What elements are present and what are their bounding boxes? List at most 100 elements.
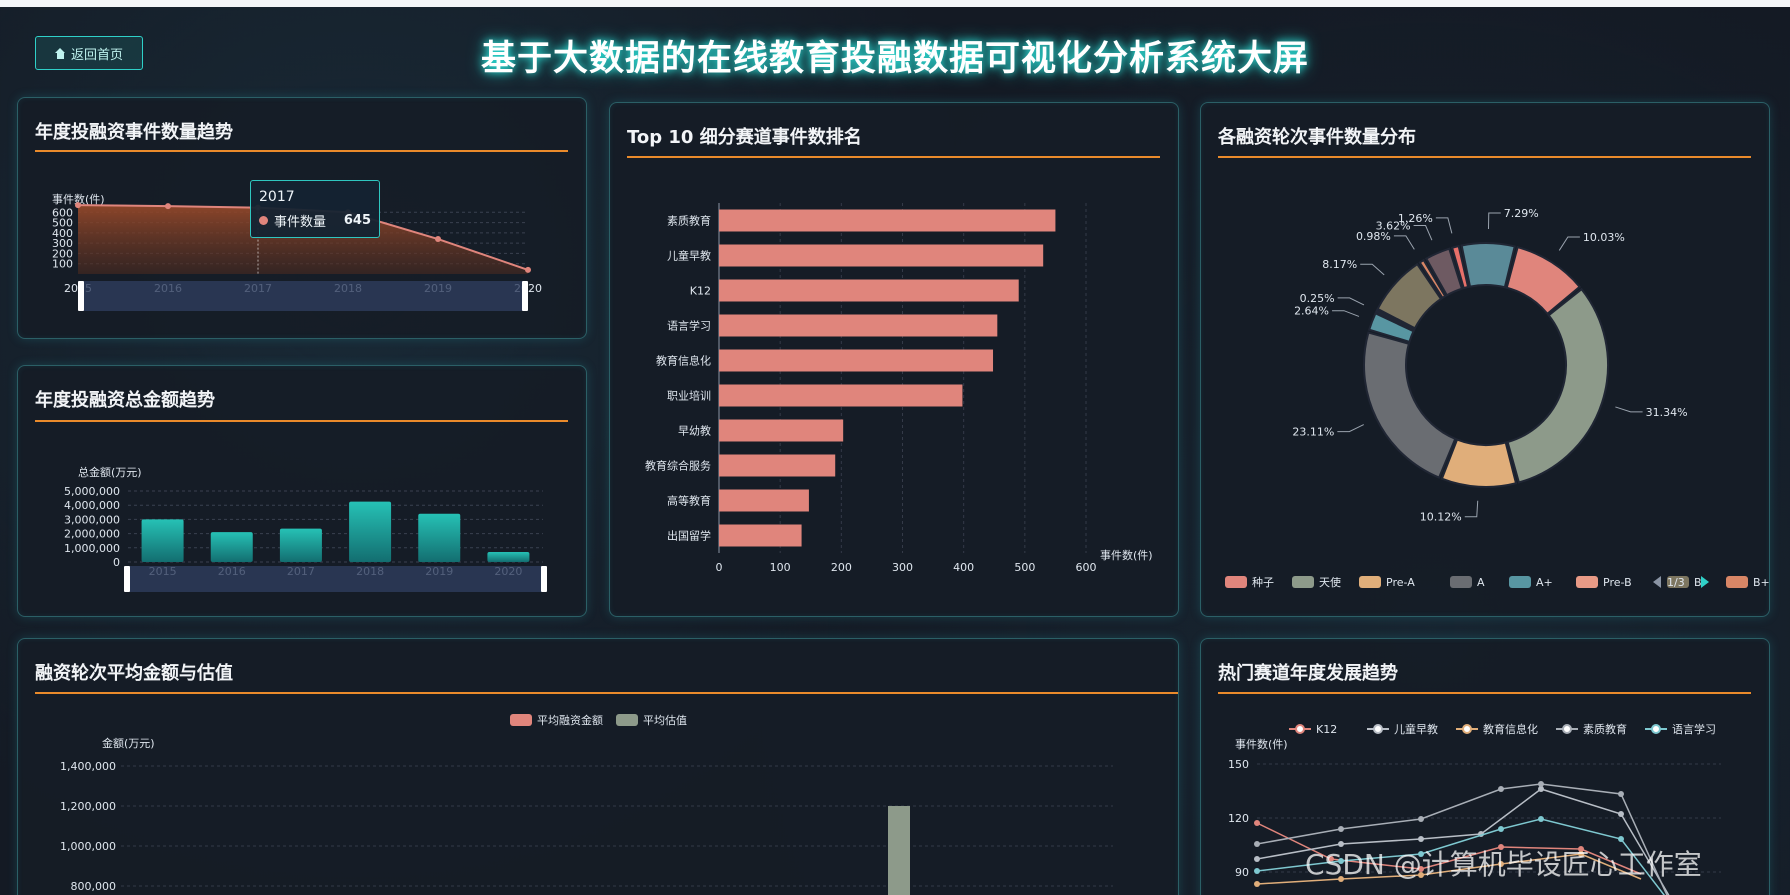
pie-slice — [1460, 242, 1516, 289]
label-leader — [1558, 236, 1580, 251]
pie-slice — [1363, 331, 1457, 479]
legend-label: 平均估值 — [643, 714, 687, 727]
y-tick-label: 300 — [52, 237, 73, 250]
slice-label: 0.25% — [1300, 292, 1335, 305]
data-point — [1418, 836, 1424, 842]
bar — [719, 314, 998, 337]
title-underline — [35, 420, 568, 422]
rounds-donut-chart[interactable]: 10.03% 31.34% 10.12% 23.11% 2.64%0.25% 8.17% 0… — [1201, 103, 1770, 617]
legend-swatch — [1509, 576, 1531, 588]
data-point — [1338, 876, 1344, 882]
legend-label: B — [1694, 576, 1702, 589]
pie-slice — [1440, 438, 1518, 488]
y-tick-label: 3,000,000 — [64, 513, 120, 526]
chart-tooltip: 2017 事件数量 645 — [250, 180, 380, 238]
title-underline — [1218, 156, 1751, 158]
slice-label: 8.17% — [1322, 258, 1357, 271]
bar — [719, 419, 844, 442]
legend-swatch — [1667, 576, 1689, 588]
panel-title: Top 10 细分赛道事件数排名 — [627, 127, 862, 148]
slice-label: 10.03% — [1583, 231, 1625, 244]
data-point — [1254, 881, 1260, 887]
back-home-button[interactable]: 返回首页 — [35, 36, 143, 70]
data-point — [1254, 820, 1260, 826]
events-trend-chart[interactable]: 事件数(件)1002003004005006002015201620172018… — [18, 98, 587, 339]
series-line — [1256, 853, 1642, 885]
panel-title: 融资轮次平均金额与估值 — [35, 663, 233, 684]
panel-title: 年度投融资事件数量趋势 — [35, 122, 233, 143]
tooltip-series: 事件数量 — [274, 215, 327, 230]
series-area — [78, 205, 528, 274]
bar — [719, 454, 836, 477]
legend-label: 儿童早教 — [1394, 722, 1438, 736]
page-title: 基于大数据的在线教育投融数据可视化分析系统大屏 — [480, 39, 1309, 79]
home-icon — [54, 47, 66, 59]
category-label: 教育信息化 — [656, 354, 711, 368]
category-label: 语言学习 — [667, 319, 711, 333]
y-tick-label: 120 — [1228, 812, 1249, 825]
category-label: 高等教育 — [667, 494, 711, 508]
bar — [719, 489, 809, 512]
bar — [719, 349, 994, 372]
legend-label: K12 — [1316, 723, 1337, 736]
category-label: 早幼教 — [678, 425, 711, 438]
slider-handle-right — [522, 281, 528, 311]
y-tick-label: 1,400,000 — [60, 760, 116, 773]
category-label: 儿童早教 — [667, 249, 711, 263]
data-point — [1254, 856, 1260, 862]
data-point — [1578, 846, 1584, 852]
label-leader — [1337, 297, 1365, 306]
data-point — [1418, 851, 1424, 857]
pager-next-icon — [1701, 576, 1709, 588]
legend-label: 素质教育 — [1583, 722, 1627, 736]
slice-label: 1.26% — [1398, 212, 1433, 225]
title-underline — [627, 156, 1160, 158]
label-leader — [1337, 424, 1364, 433]
data-point — [525, 266, 531, 273]
category-label: 职业培训 — [667, 389, 711, 403]
panel-title: 热门赛道年度发展趋势 — [1218, 663, 1398, 684]
label-leader — [1464, 500, 1479, 518]
category-label: 素质教育 — [667, 214, 711, 228]
legend-swatch — [1726, 576, 1748, 588]
x-tick-label: 600 — [1076, 561, 1097, 574]
data-point — [1338, 841, 1344, 847]
legend-swatch — [510, 714, 532, 726]
panel-rounds: 各融资轮次事件数量分布 10.03% 31.34% 10.12% 23.11% 2.64… — [1200, 102, 1770, 617]
y-tick-label: 400 — [52, 227, 73, 240]
bar — [418, 513, 461, 562]
pager-label: 1/3 — [1667, 576, 1685, 589]
bar — [719, 384, 963, 407]
data-point — [1618, 836, 1624, 842]
bar — [210, 532, 253, 562]
legend-marker — [1651, 724, 1661, 734]
legend-marker — [1462, 724, 1472, 734]
slice-label: 7.29% — [1504, 207, 1539, 220]
x-axis-label: 事件数(件) — [1100, 549, 1153, 562]
category-label: K12 — [690, 285, 711, 298]
legend-swatch — [1450, 576, 1472, 588]
legend-swatch — [1292, 576, 1314, 588]
legend-label: B+ — [1753, 576, 1770, 589]
legend-swatch — [616, 714, 638, 726]
pie-slice — [1418, 258, 1447, 300]
bar — [349, 501, 392, 562]
data-point — [1538, 781, 1544, 787]
pie-slice — [1374, 309, 1416, 332]
y-tick-label: 0 — [113, 556, 120, 569]
data-point — [1538, 786, 1544, 792]
legend-label: Pre-A — [1386, 576, 1415, 589]
legend-label: 平均融资金额 — [537, 713, 603, 727]
pie-slice — [1424, 247, 1464, 297]
data-point — [435, 236, 441, 243]
top-strip — [0, 0, 1790, 7]
watermark: CSDN @计算机毕设匠心工作室 — [1305, 848, 1702, 881]
zoom-slider — [80, 281, 526, 311]
series-line — [1256, 822, 1642, 875]
slider-handle-left — [78, 281, 84, 311]
legend-swatch — [1359, 576, 1381, 588]
